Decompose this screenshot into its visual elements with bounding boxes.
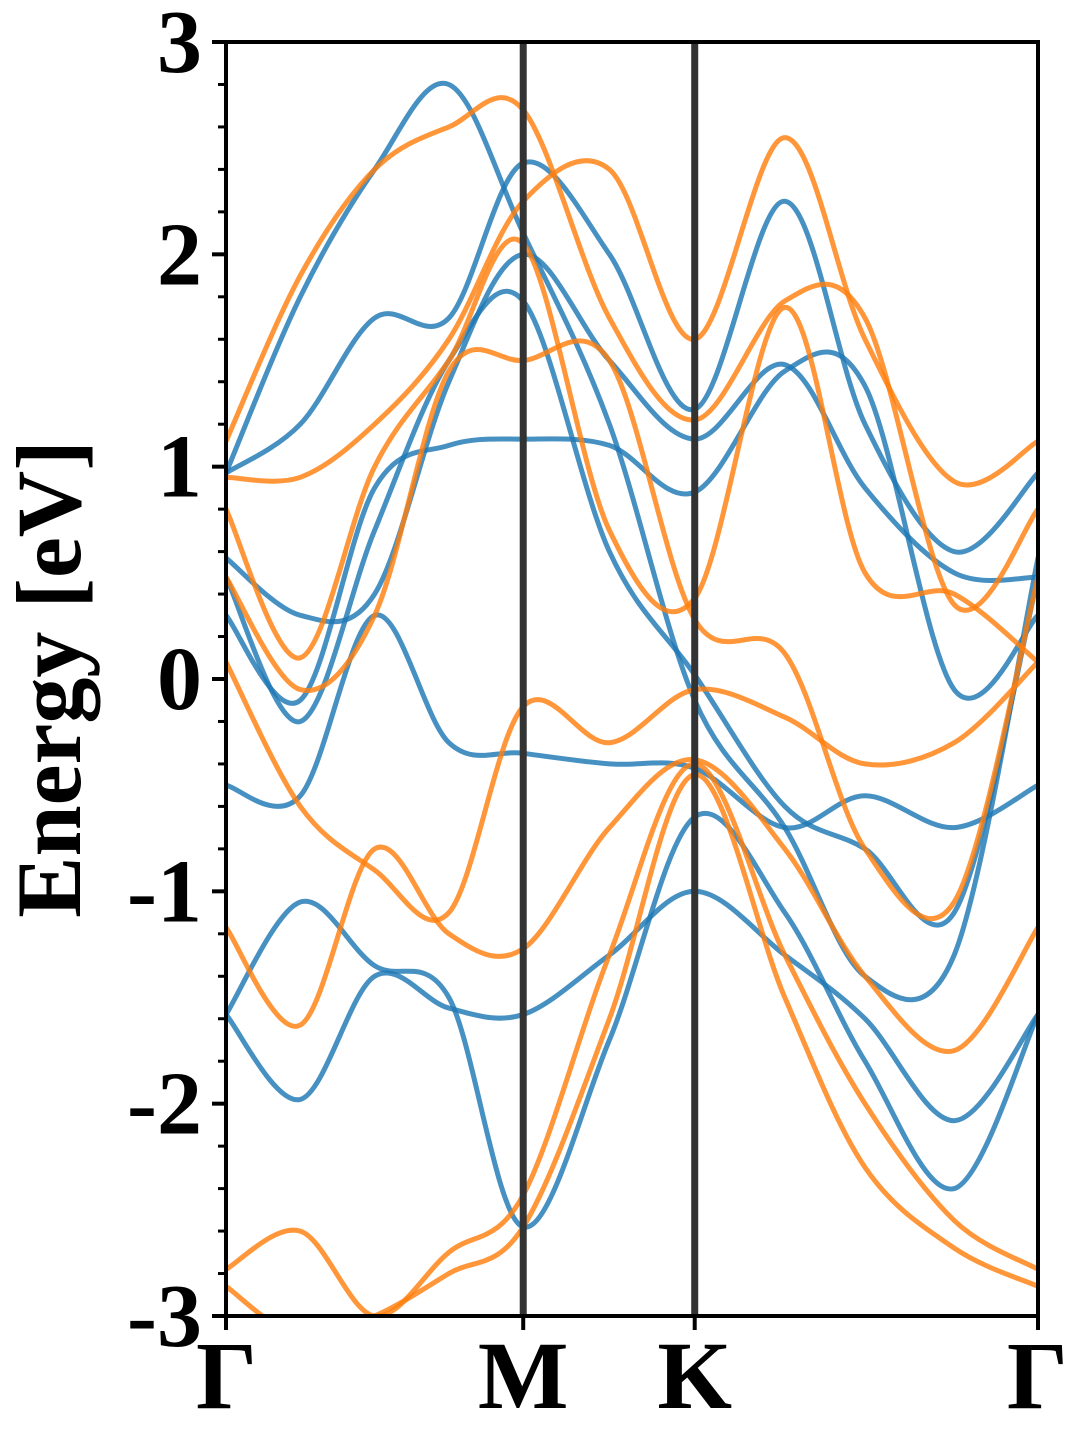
- band-line-spin-up-8: [226, 80, 1038, 1003]
- y-tick-label: -1: [127, 842, 202, 941]
- y-tick-label: 2: [157, 205, 202, 304]
- y-tick-label: 3: [157, 0, 202, 92]
- band-line-spin-up-4: [226, 349, 1038, 706]
- band-lines: [226, 80, 1038, 1316]
- y-tick-label: 0: [157, 630, 202, 729]
- band-line-spin-down-15: [226, 761, 1038, 1316]
- y-tick-label: 1: [157, 418, 202, 517]
- x-tick-label-4: Γ: [1007, 1322, 1068, 1429]
- band-line-spin-up-7: [226, 159, 1038, 555]
- y-axis-ticks: -3 -2 -1 0 1 2 3: [127, 0, 226, 1366]
- x-tick-label-2: M: [478, 1322, 569, 1429]
- y-axis-label: Energy [eV]: [0, 440, 100, 918]
- band-line-spin-down-12: [226, 236, 1038, 665]
- band-line-spin-down-9: [226, 757, 1038, 1054]
- band-line-spin-up-1: [226, 888, 1038, 1124]
- y-tick-label: -3: [127, 1267, 202, 1366]
- y-tick-label: -2: [127, 1055, 202, 1154]
- band-line-spin-down-11: [226, 338, 1038, 921]
- band-line-spin-down-16: [226, 772, 1038, 1316]
- plot-frame: [224, 40, 1040, 1318]
- band-line-spin-down-14: [226, 95, 1038, 613]
- x-tick-label-3: K: [657, 1322, 732, 1429]
- band-line-spin-down-10: [226, 659, 1038, 923]
- kpath-dividers: [519, 42, 699, 1316]
- band-line-spin-up-3: [226, 612, 1038, 831]
- x-tick-label-1: Γ: [196, 1322, 257, 1429]
- band-line-spin-up-2: [226, 811, 1038, 1230]
- band-line-spin-down-13: [226, 135, 1038, 488]
